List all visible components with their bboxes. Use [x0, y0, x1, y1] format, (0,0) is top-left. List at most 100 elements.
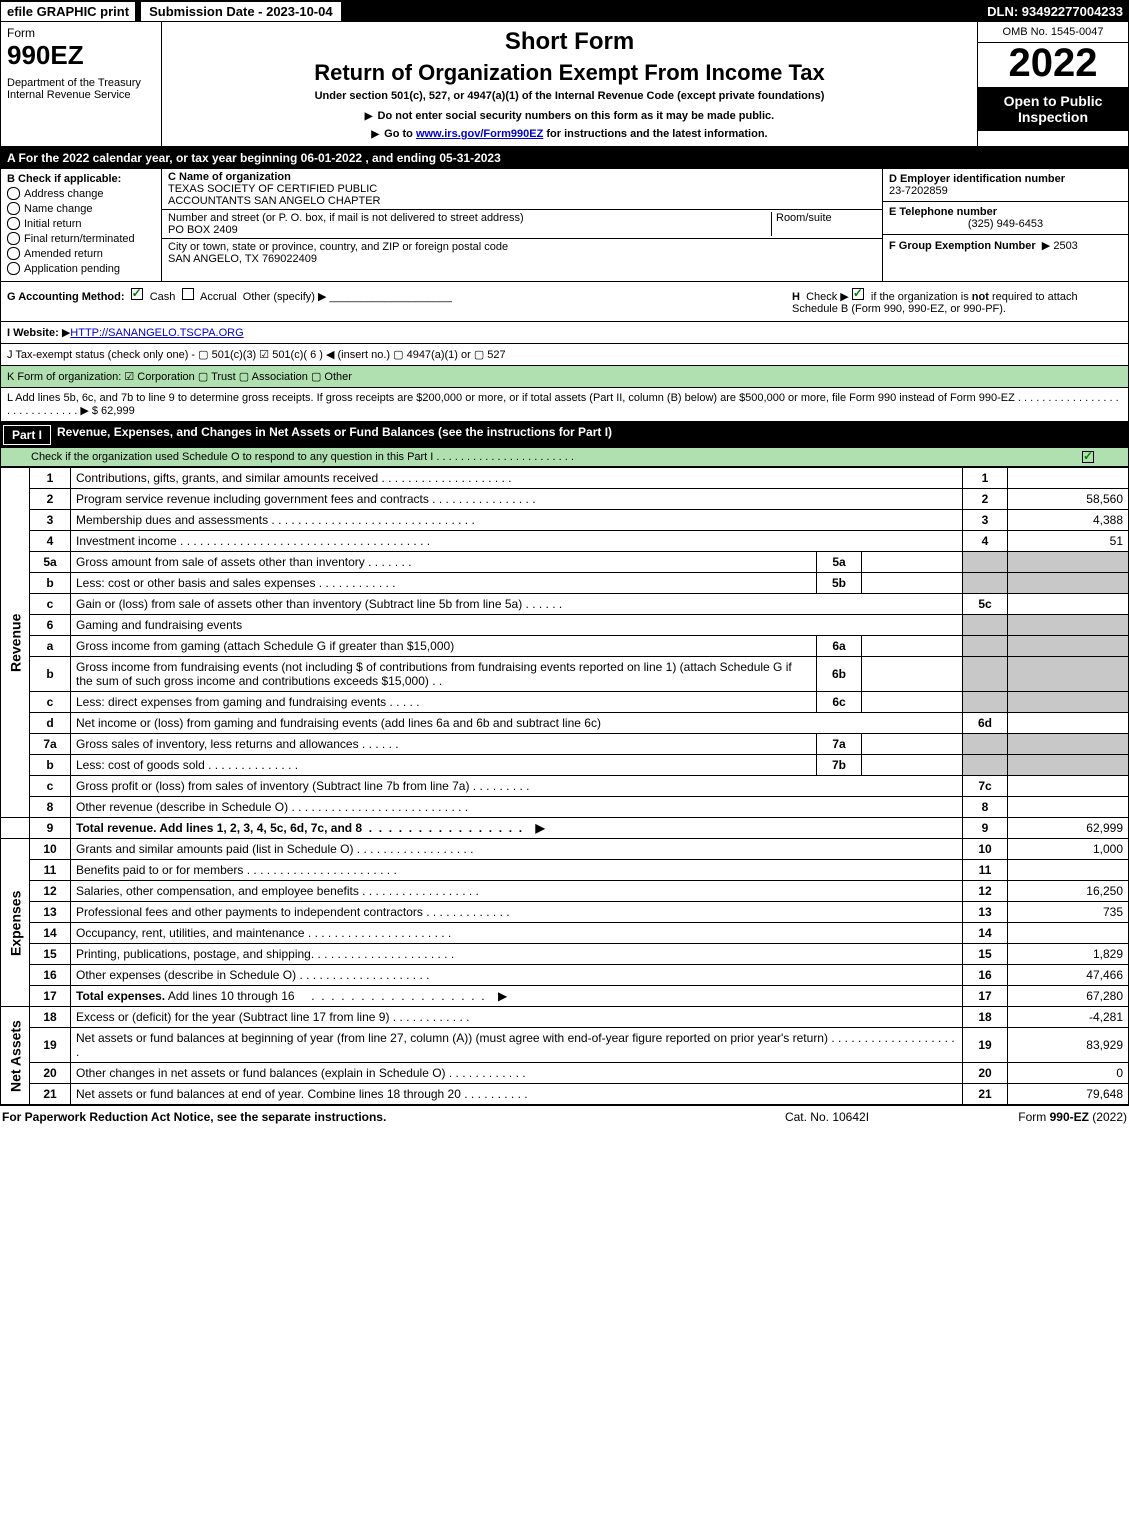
cb-initial-return[interactable]: Initial return [7, 217, 155, 230]
line-desc: Grants and similar amounts paid (list in… [71, 839, 963, 860]
cb-amended-return[interactable]: Amended return [7, 247, 155, 260]
short-form-title: Short Form [170, 28, 969, 56]
c-label: C Name of organization [168, 171, 291, 183]
tax-year: 2022 [978, 43, 1128, 83]
line-desc: Salaries, other compensation, and employ… [71, 881, 963, 902]
ln: 6 [30, 615, 71, 636]
l-amount: 62,999 [101, 405, 135, 417]
grey-cell [963, 636, 1008, 657]
line-desc: Net assets or fund balances at end of ye… [71, 1084, 963, 1105]
line-val: 1,000 [1008, 839, 1129, 860]
mid-val [862, 573, 963, 594]
grey-cell [1008, 755, 1129, 776]
line-val [1008, 860, 1129, 881]
subtitle: Under section 501(c), 527, or 4947(a)(1)… [170, 90, 969, 102]
line-val [1008, 468, 1129, 489]
ein-value: 23-7202859 [889, 185, 948, 197]
section-def: D Employer identification number 23-7202… [882, 169, 1128, 281]
line-num: 21 [963, 1084, 1008, 1105]
ln: 21 [30, 1084, 71, 1105]
line-desc: Less: direct expenses from gaming and fu… [71, 692, 817, 713]
mid-ln: 7a [817, 734, 862, 755]
dln-label: DLN: 93492277004233 [987, 4, 1129, 19]
page-footer: For Paperwork Reduction Act Notice, see … [0, 1105, 1129, 1128]
line-num: 20 [963, 1063, 1008, 1084]
line-val: 58,560 [1008, 489, 1129, 510]
dept-treasury: Department of the Treasury Internal Reve… [7, 77, 155, 101]
cb-application-pending[interactable]: Application pending [7, 262, 155, 275]
website-link[interactable]: HTTP://SANANGELO.TSCPA.ORG [70, 327, 243, 339]
ln: b [30, 755, 71, 776]
section-bcd: B Check if applicable: Address change Na… [0, 169, 1129, 282]
cb-address-change[interactable]: Address change [7, 187, 155, 200]
ln: 17 [30, 986, 71, 1007]
city-label: City or town, state or province, country… [168, 241, 508, 253]
row-gh: G Accounting Method: Cash Accrual Other … [0, 282, 1129, 322]
line-desc: Less: cost or other basis and sales expe… [71, 573, 817, 594]
line-desc: Gross sales of inventory, less returns a… [71, 734, 817, 755]
line-desc: Net income or (loss) from gaming and fun… [71, 713, 963, 734]
mid-val [862, 636, 963, 657]
room-label: Room/suite [776, 212, 832, 224]
ln: 14 [30, 923, 71, 944]
line-num: 18 [963, 1007, 1008, 1028]
revenue-section-label: Revenue [1, 468, 30, 818]
line-val: 83,929 [1008, 1028, 1129, 1063]
header-right: OMB No. 1545-0047 2022 Open to Public In… [977, 22, 1128, 146]
footer-center: Cat. No. 10642I [727, 1110, 927, 1124]
line-num: 19 [963, 1028, 1008, 1063]
mid-val [862, 552, 963, 573]
ln: 1 [30, 468, 71, 489]
line-num: 13 [963, 902, 1008, 923]
tel-label: E Telephone number [889, 206, 997, 218]
line-desc: Investment income . . . . . . . . . . . … [71, 531, 963, 552]
mid-ln: 5b [817, 573, 862, 594]
cb-name-change[interactable]: Name change [7, 202, 155, 215]
line-num: 11 [963, 860, 1008, 881]
cb-schedule-o[interactable] [1082, 451, 1094, 463]
mid-ln: 6b [817, 657, 862, 692]
line-val: 735 [1008, 902, 1129, 923]
row-j: J Tax-exempt status (check only one) - ▢… [0, 344, 1129, 366]
ln: 9 [30, 818, 71, 839]
cb-final-return[interactable]: Final return/terminated [7, 232, 155, 245]
efile-print-button[interactable]: efile GRAPHIC print [0, 1, 136, 22]
line-val: 4,388 [1008, 510, 1129, 531]
row-g: G Accounting Method: Cash Accrual Other … [1, 282, 786, 321]
irs-link[interactable]: www.irs.gov/Form990EZ [416, 128, 543, 140]
ln: c [30, 776, 71, 797]
arrow-icon [371, 128, 381, 140]
line-val: -4,281 [1008, 1007, 1129, 1028]
line-desc: Gaming and fundraising events [71, 615, 963, 636]
ln: 13 [30, 902, 71, 923]
cb-accrual[interactable] [182, 288, 194, 300]
mid-val [862, 734, 963, 755]
form-number: 990EZ [7, 40, 155, 71]
top-bar: efile GRAPHIC print Submission Date - 20… [0, 0, 1129, 22]
mid-ln: 6c [817, 692, 862, 713]
line-num: 1 [963, 468, 1008, 489]
cb-h-check[interactable] [852, 288, 864, 300]
ln: 11 [30, 860, 71, 881]
header-left: Form 990EZ Department of the Treasury In… [1, 22, 162, 146]
line-desc: Excess or (deficit) for the year (Subtra… [71, 1007, 963, 1028]
part-i-title: Revenue, Expenses, and Changes in Net As… [57, 425, 612, 445]
line-num: 2 [963, 489, 1008, 510]
grey-cell [1008, 636, 1129, 657]
ln: 16 [30, 965, 71, 986]
mid-ln: 5a [817, 552, 862, 573]
row-k: K Form of organization: ☑ Corporation ▢ … [0, 366, 1129, 388]
ln: 4 [30, 531, 71, 552]
ln: d [30, 713, 71, 734]
ln: b [30, 573, 71, 594]
ln: 2 [30, 489, 71, 510]
line-val: 16,250 [1008, 881, 1129, 902]
line-val: 0 [1008, 1063, 1129, 1084]
omb-number: OMB No. 1545-0047 [978, 22, 1128, 43]
line-val [1008, 797, 1129, 818]
line-desc: Total revenue. Add lines 1, 2, 3, 4, 5c,… [71, 818, 963, 839]
grey-cell [963, 755, 1008, 776]
line-num: 7c [963, 776, 1008, 797]
line-desc: Gross income from fundraising events (no… [71, 657, 817, 692]
cb-cash[interactable] [131, 288, 143, 300]
